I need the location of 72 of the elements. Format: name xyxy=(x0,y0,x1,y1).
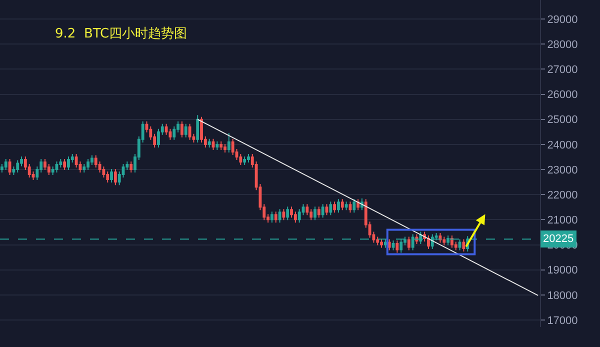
candlestick xyxy=(314,206,316,221)
y-tick-label: 17000 xyxy=(547,314,578,327)
y-tick-label: 21000 xyxy=(547,214,578,227)
candlestick xyxy=(239,153,242,166)
candlestick xyxy=(168,128,172,140)
candlestick xyxy=(44,158,46,171)
candlestick xyxy=(306,204,309,216)
candlestick xyxy=(325,204,328,216)
candlestick xyxy=(16,160,20,174)
candlestick xyxy=(427,234,430,250)
candlestick xyxy=(114,168,117,186)
candlestick xyxy=(8,158,12,176)
candlestick xyxy=(196,114,200,143)
candlestick xyxy=(380,238,383,248)
candlestick xyxy=(110,168,113,184)
y-tick-label: 19000 xyxy=(547,264,578,277)
candlestick xyxy=(4,158,8,171)
y-tick-label: 29000 xyxy=(547,14,578,26)
candlestick xyxy=(188,123,192,140)
y-tick-label: 24000 xyxy=(547,139,578,152)
y-tick-label: 26000 xyxy=(547,89,578,102)
candlestick xyxy=(224,143,226,153)
candlestick xyxy=(407,236,410,251)
candlestick xyxy=(55,160,58,174)
candlestick xyxy=(388,238,391,251)
candlestick xyxy=(63,158,66,171)
candlestick xyxy=(333,201,336,214)
candlestick xyxy=(286,206,290,221)
candlestick xyxy=(352,198,356,214)
candlestick xyxy=(344,201,348,211)
candlestick xyxy=(329,201,332,216)
candlestick xyxy=(130,160,133,174)
ref-line-label: 20225 xyxy=(543,233,574,245)
candlestick xyxy=(290,206,293,218)
candlestick xyxy=(243,156,246,166)
candlestick xyxy=(74,153,78,168)
candlestick xyxy=(337,198,340,214)
y-tick-label: 27000 xyxy=(547,64,578,76)
candlestick xyxy=(274,211,278,224)
candlestick xyxy=(216,140,219,150)
candlestick xyxy=(180,120,184,138)
candlestick xyxy=(321,204,324,218)
candlestick xyxy=(392,240,395,251)
candlestick xyxy=(212,138,215,150)
candlestick xyxy=(396,240,399,254)
y-tick-label: 23000 xyxy=(547,164,578,176)
candlestick xyxy=(172,126,176,140)
candlestick xyxy=(247,153,250,163)
candlestick xyxy=(94,154,98,168)
candlestick xyxy=(227,132,230,153)
candlestick xyxy=(278,208,282,224)
candlestick xyxy=(157,128,160,148)
candlestick xyxy=(184,123,188,138)
candlestick xyxy=(208,138,211,148)
y-tick-label: 22000 xyxy=(547,189,578,202)
candlestick xyxy=(270,211,274,224)
candlestick xyxy=(59,158,62,168)
candlestick xyxy=(356,198,360,211)
text: 9.2 BTC四小时趋势图 xyxy=(55,26,188,42)
candlestick xyxy=(220,140,223,150)
y-tick-label: 28000 xyxy=(547,38,578,51)
candlestick xyxy=(442,236,446,246)
candlestick xyxy=(86,158,90,171)
candlestick xyxy=(282,208,286,221)
candlestick xyxy=(340,198,344,211)
candlestick xyxy=(67,156,70,171)
candlestick xyxy=(348,201,352,214)
candlestick xyxy=(317,206,320,218)
y-tick-label: 25000 xyxy=(547,114,578,126)
candlestick xyxy=(462,238,466,252)
y-tick-label: 18000 xyxy=(547,290,578,302)
candlestick xyxy=(450,234,454,248)
